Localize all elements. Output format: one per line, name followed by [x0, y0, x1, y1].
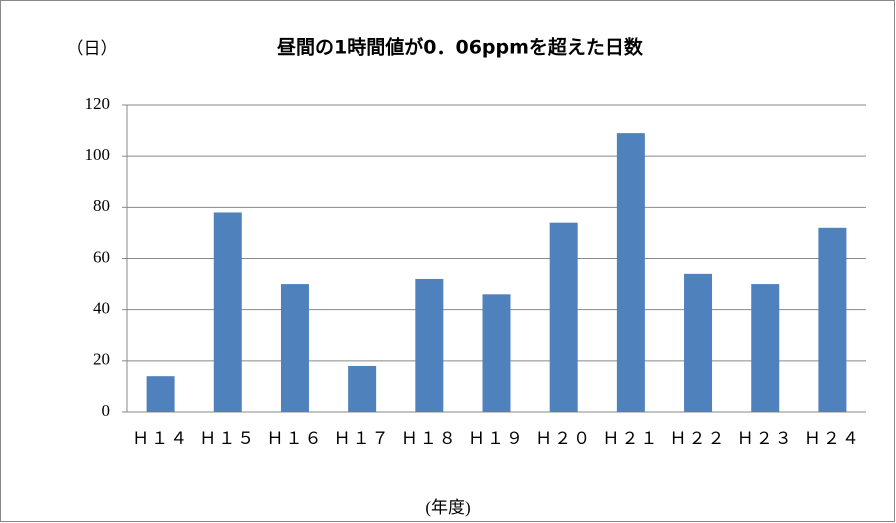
bar: [348, 365, 377, 412]
bar: [818, 227, 847, 412]
y-tick-label: 100: [85, 145, 111, 164]
bar: [146, 376, 175, 412]
bar: [684, 273, 713, 412]
bar: [616, 133, 645, 412]
x-tick-label: Ｈ２４: [804, 429, 861, 448]
x-tick-label: Ｈ１６: [266, 429, 323, 448]
x-tick-label: Ｈ１７: [334, 429, 391, 448]
chart-title: 昼間の1時間値が0．06ppmを超えた日数: [277, 36, 644, 59]
x-tick-label: Ｈ２２: [670, 429, 727, 448]
bar: [549, 222, 578, 412]
x-tick-label: Ｈ１９: [468, 429, 525, 448]
x-tick-label: Ｈ１５: [199, 429, 256, 448]
x-tick-label: Ｈ２０: [535, 429, 592, 448]
y-tick-label: 80: [93, 196, 110, 215]
y-tick-label: 40: [93, 299, 110, 318]
x-tick-label: Ｈ２３: [737, 429, 794, 448]
bar: [280, 284, 309, 412]
x-axis-label: (年度): [425, 498, 470, 517]
bar: [415, 278, 444, 412]
y-tick-label: 60: [93, 247, 110, 266]
bar: [482, 294, 511, 412]
y-axis-label: （日）: [67, 39, 118, 58]
y-tick-label: 20: [93, 350, 110, 369]
x-tick-label: Ｈ１８: [401, 429, 458, 448]
y-tick-label: 120: [85, 94, 111, 113]
x-tick-label: Ｈ１４: [132, 429, 189, 448]
x-tick-label: Ｈ２１: [602, 429, 659, 448]
bar: [751, 284, 780, 412]
bar: [213, 212, 242, 412]
y-tick-label: 0: [102, 401, 111, 420]
